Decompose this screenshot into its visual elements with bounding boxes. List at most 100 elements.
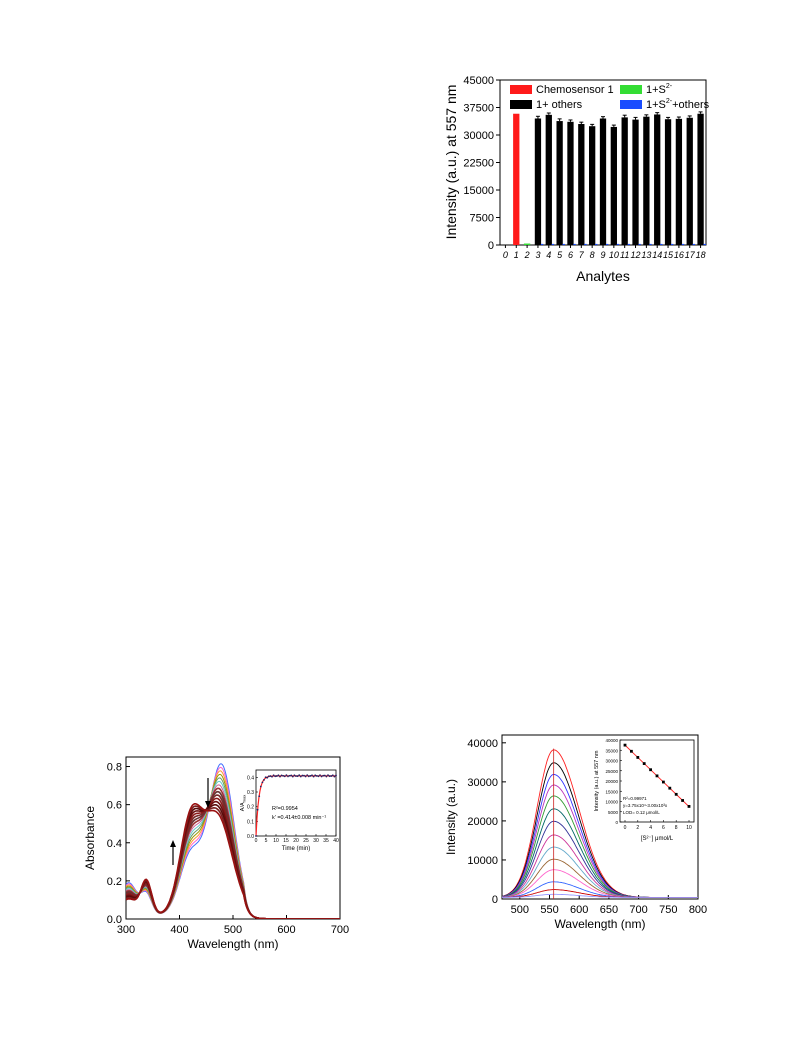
- bar: [670, 243, 674, 245]
- inset-point: [662, 780, 665, 784]
- y-tick-label: 15000: [463, 185, 494, 197]
- fluorescence-curves: [502, 748, 698, 899]
- absorbance-arrows: [170, 778, 211, 865]
- inset-y-tick-label: 0.4: [247, 775, 254, 781]
- inset-point: [327, 774, 329, 777]
- bar: [540, 243, 544, 245]
- fluorescence-inset-y-label: Intensity (a.u.) at 557 nm: [594, 750, 600, 811]
- x-tick-label: 17: [685, 250, 696, 260]
- inset-point: [681, 799, 684, 802]
- inset-point: [674, 792, 678, 796]
- inset-point: [261, 781, 264, 784]
- legend-swatch-s2: [620, 85, 642, 94]
- inset-point: [285, 774, 288, 777]
- inset-y-tick-label: 15000: [605, 789, 618, 794]
- inset-y-tick-label: 20000: [605, 779, 618, 784]
- x-tick-label: 750: [659, 904, 677, 916]
- x-tick-label: 8: [590, 250, 595, 260]
- inset-point: [335, 774, 337, 777]
- bar: [578, 124, 585, 245]
- x-tick-label: 15: [663, 250, 674, 260]
- x-tick-label: 1: [514, 250, 519, 260]
- inset-y-tick-label: 0.2: [247, 805, 254, 811]
- y-tick-label: 7500: [470, 213, 494, 225]
- inset-x-tick-label: 30: [313, 838, 319, 844]
- bar: [584, 243, 587, 245]
- legend-swatch-s2-others: [620, 100, 642, 109]
- inset-point: [255, 835, 257, 837]
- bar: [616, 243, 620, 245]
- inset-point: [298, 774, 301, 777]
- bar: [649, 243, 652, 245]
- inset-point: [275, 775, 278, 777]
- inset-point: [264, 776, 267, 779]
- x-tick-label: 400: [170, 924, 188, 936]
- bar: [595, 243, 598, 245]
- x-tick-label: 300: [117, 924, 135, 936]
- inset-point: [320, 775, 323, 778]
- fluorescence-inset-lod: LOD= 0.12 μmol/L: [623, 810, 660, 815]
- inset-point: [325, 775, 328, 778]
- fluorescence-inset-x-label: [S²⁻] μmol/L: [641, 836, 674, 842]
- bar: [692, 243, 696, 245]
- bar-chart-y-axis-label: Intensity (a.u.) at 557 nm: [443, 85, 459, 240]
- inset-point: [263, 779, 265, 781]
- inset-point: [649, 768, 652, 772]
- x-tick-label: 800: [689, 904, 707, 916]
- y-tick-label: 10000: [467, 855, 498, 867]
- bar: [567, 121, 574, 245]
- bar: [573, 243, 576, 245]
- inset-point: [283, 775, 286, 778]
- inset-x-tick-label: 15: [283, 838, 289, 844]
- inset-point: [323, 774, 326, 777]
- bar-chart-y-axis: 0 7500 15000 22500 30000 37500 45000: [463, 75, 500, 252]
- inset-point: [293, 774, 296, 777]
- arrow-up-head-icon: [170, 840, 176, 847]
- absorbance-inset-r2: R²=0.9954: [272, 806, 298, 812]
- inset-point: [277, 774, 280, 777]
- legend-label-s2-others: 1+S2-+others: [646, 98, 710, 111]
- x-tick-label: 6: [568, 250, 573, 260]
- bar: [513, 113, 520, 245]
- inset-y-tick-label: 0.3: [247, 790, 254, 796]
- inset-point: [304, 775, 307, 778]
- x-tick-label: 13: [641, 250, 651, 260]
- bar: [556, 121, 563, 245]
- legend-label-others: 1+ others: [536, 99, 583, 111]
- bar: [660, 243, 663, 245]
- inset-point: [306, 774, 309, 777]
- y-tick-label: 20000: [467, 816, 498, 828]
- inset-point: [311, 774, 313, 777]
- bar: [686, 117, 693, 245]
- inset-point: [279, 775, 281, 778]
- x-tick-label: 700: [331, 924, 349, 936]
- bar: [681, 243, 685, 245]
- legend-label-chemosensor: Chemosensor 1: [536, 84, 614, 96]
- inset-point: [317, 775, 320, 778]
- inset-point: [333, 775, 336, 778]
- inset-point: [271, 775, 273, 778]
- bar: [545, 114, 552, 245]
- x-tick-label: 700: [629, 904, 647, 916]
- inset-point: [668, 786, 672, 790]
- inset-point: [312, 775, 315, 778]
- y-tick-label: 0.2: [107, 876, 122, 888]
- inset-x-tick-label: 10: [686, 825, 692, 831]
- inset-y-tick-label: 0.0: [247, 834, 254, 840]
- inset-point: [269, 775, 272, 777]
- fluorescence-curve: [502, 858, 698, 898]
- x-tick-label: 600: [570, 904, 588, 916]
- arrow-down-head-icon: [205, 801, 211, 808]
- y-tick-label: 45000: [463, 75, 494, 87]
- fluorescence-inset-eq: y=3.75x10⁴-3.00x10³x: [623, 803, 668, 808]
- inset-point: [266, 776, 269, 779]
- inset-point: [259, 785, 262, 788]
- bar-chart-x-axis: 0 1 2 3 4 5 6 7 8 9 10 11 12 13 14 15 16 17 18: [503, 245, 706, 260]
- inset-point: [309, 775, 312, 777]
- x-tick-label: 2: [524, 250, 530, 260]
- inset-x-tick-label: 20: [293, 838, 299, 844]
- bar: [632, 119, 639, 245]
- inset-point: [623, 743, 627, 747]
- fluorescence-inset: 0 5000 10000 15000 20000 25000 30000 35000 40000…: [594, 738, 695, 842]
